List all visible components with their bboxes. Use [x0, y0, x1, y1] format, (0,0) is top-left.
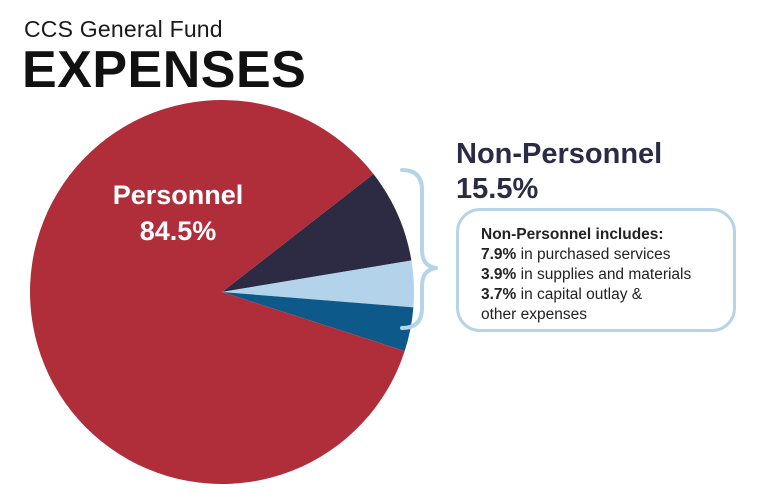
personnel-percent-label: 84.5% — [140, 216, 217, 246]
info-item-value: 3.7% — [481, 286, 517, 303]
personnel-label: Personnel — [113, 180, 244, 210]
non-personnel-info-box: Non-Personnel includes: 7.9% in purchase… — [456, 208, 736, 332]
non-personnel-brace — [400, 168, 438, 330]
info-item-capital-outlay: 3.7% in capital outlay & — [481, 285, 733, 305]
info-item-value: 7.9% — [481, 246, 517, 263]
info-item-text: in capital outlay & — [516, 286, 643, 303]
chart-title: EXPENSES — [22, 41, 307, 99]
non-personnel-percent: 15.5% — [456, 173, 539, 205]
non-personnel-title: Non-Personnel — [456, 138, 663, 170]
info-item-text: in supplies and materials — [516, 266, 692, 283]
pie-slice-supplies-and-materials — [222, 260, 415, 308]
info-item-value: 3.9% — [481, 266, 517, 283]
info-item-purchased-services: 7.9% in purchased services — [481, 245, 733, 265]
info-box-heading: Non-Personnel includes: — [481, 226, 664, 243]
pie-slice-capital-outlay-other-expenses — [222, 292, 414, 352]
info-item-text: in purchased services — [516, 246, 671, 263]
info-item-continuation: other expenses — [481, 306, 587, 323]
info-item-supplies-materials: 3.9% in supplies and materials — [481, 265, 733, 285]
pie-slice-personnel — [30, 100, 405, 485]
pie-slice-purchased-services — [222, 174, 412, 292]
chart-subtitle: CCS General Fund — [24, 16, 223, 42]
